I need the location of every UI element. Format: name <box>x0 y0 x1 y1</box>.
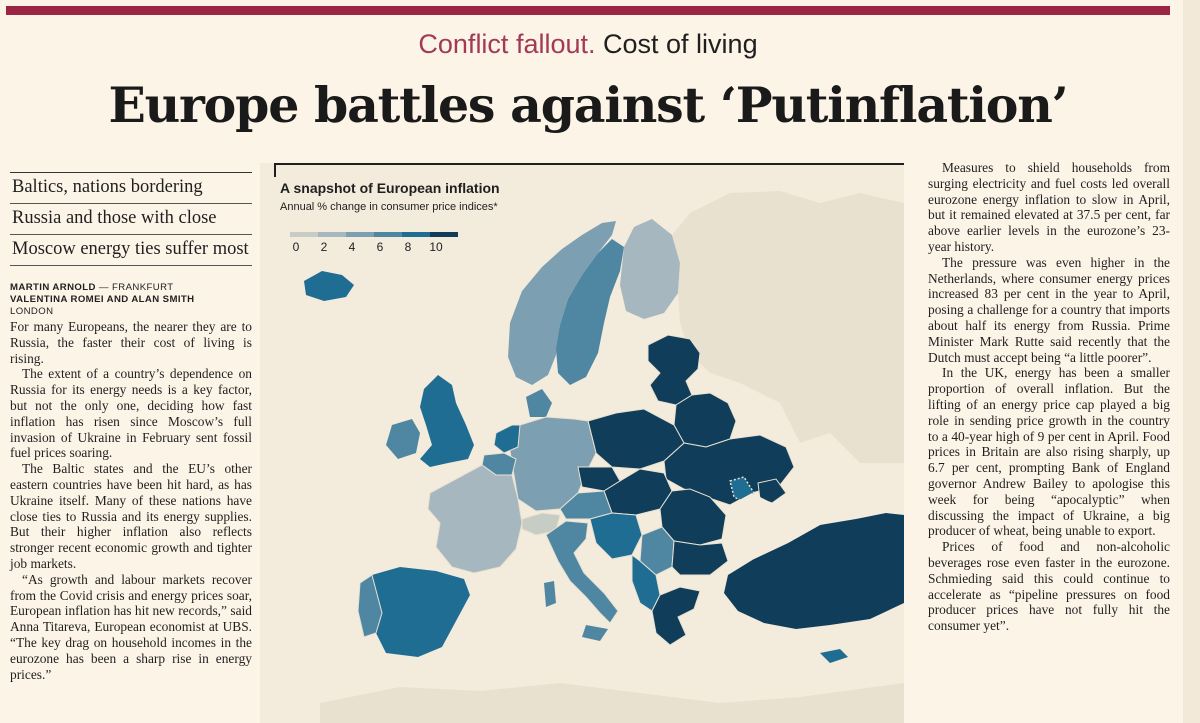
finland-region <box>620 219 680 319</box>
legend-swatches <box>290 232 458 237</box>
legend-tick-label: 8 <box>404 240 412 254</box>
france-region <box>427 464 523 574</box>
denmark-region <box>526 389 552 417</box>
legend-tick-label: 10 <box>429 240 443 254</box>
graphic-top-rule <box>274 163 904 165</box>
inflation-map-graphic: A snapshot of European inflation Annual … <box>260 163 904 723</box>
legend-swatch <box>290 232 318 237</box>
headline: Europe battles against ‘Putinflation’ <box>108 76 1068 134</box>
poland-region <box>587 408 685 470</box>
top-rule <box>6 6 1170 15</box>
bulgaria-region <box>671 540 729 576</box>
legend-swatch <box>346 232 374 237</box>
byline-location: FRANKFURT <box>111 282 174 293</box>
croatia-region <box>589 512 643 560</box>
netherlands-region <box>493 424 521 454</box>
europe-map <box>260 163 904 723</box>
page-edge <box>1183 0 1200 723</box>
legend-tick-label: 6 <box>376 240 384 254</box>
legend-swatch <box>402 232 430 237</box>
legend-tick-label: 4 <box>348 240 356 254</box>
greece-region <box>651 586 701 646</box>
russia-region <box>672 191 904 463</box>
paragraph: The extent of a country’s dependence on … <box>10 366 252 461</box>
left-column: Baltics, nations bordering Russia and th… <box>10 172 252 682</box>
kicker-topic: Conflict fallout. <box>418 29 596 59</box>
article-body-right: Measures to shield households from surgi… <box>928 160 1170 634</box>
paragraph: The pressure was even higher in the Neth… <box>928 254 1170 365</box>
paragraph: For many Europeans, the nearer they are … <box>10 319 252 366</box>
sweden-region <box>556 239 624 385</box>
byline-location: LONDON <box>10 306 54 317</box>
graphic-title: A snapshot of European inflation <box>280 180 500 196</box>
paragraph: In the UK, energy has been a smaller pro… <box>928 365 1170 539</box>
byline: MARTIN ARNOLD — FRANKFURT VALENTINA ROME… <box>10 282 252 318</box>
legend-swatch <box>374 232 402 237</box>
portugal-region <box>357 574 383 638</box>
ireland-region <box>386 419 420 459</box>
sardinia-region <box>544 581 556 607</box>
byline-names: VALENTINA ROMEI AND ALAN SMITH <box>10 294 195 305</box>
paragraph: Prices of food and non-alcoholic beverag… <box>928 539 1170 634</box>
iceland-region <box>304 271 354 301</box>
norway-region <box>508 221 616 385</box>
standfirst: Baltics, nations bordering Russia and th… <box>10 172 252 266</box>
standfirst-line: Russia and those with close <box>10 204 252 235</box>
legend-tick-label: 0 <box>292 240 300 254</box>
north-africa-region <box>320 683 904 723</box>
legend-swatch <box>318 232 346 237</box>
black-sea <box>722 493 836 561</box>
turkey-region <box>724 513 904 629</box>
legend-tick-label: 2 <box>320 240 328 254</box>
legend-ticks: 0 2 4 6 8 10 <box>290 237 458 254</box>
italy-region <box>545 520 619 624</box>
byline-names: MARTIN ARNOLD <box>10 282 96 293</box>
paragraph: The Baltic states and the EU’s other eas… <box>10 461 252 571</box>
article-body-left: For many Europeans, the nearer they are … <box>10 319 252 682</box>
uk-region <box>420 375 474 467</box>
map-legend: 0 2 4 6 8 10 <box>290 232 458 254</box>
cyprus-region <box>820 649 848 663</box>
paragraph: “As growth and labour markets recover fr… <box>10 571 252 682</box>
standfirst-line: Moscow energy ties suffer most <box>10 235 252 266</box>
crimea-region <box>757 478 787 504</box>
standfirst-line: Baltics, nations bordering <box>10 173 252 204</box>
kicker: Conflict fallout. Cost of living <box>0 28 1176 60</box>
legend-swatch <box>430 232 458 237</box>
kicker-section: Cost of living <box>603 29 758 59</box>
sicily-region <box>582 625 608 641</box>
paragraph: Measures to shield households from surgi… <box>928 160 1170 254</box>
graphic-left-tick <box>274 163 276 177</box>
byline-separator: — <box>95 282 112 293</box>
spain-region <box>372 567 470 657</box>
graphic-subtitle: Annual % change in consumer price indice… <box>280 201 498 213</box>
